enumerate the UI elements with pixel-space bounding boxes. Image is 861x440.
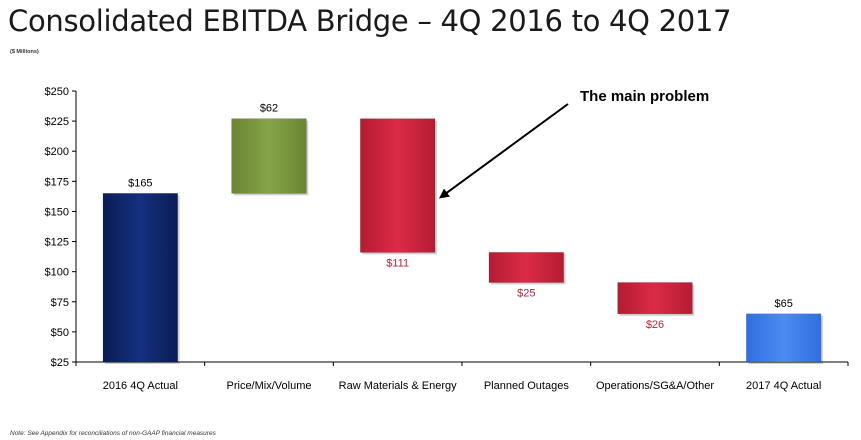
y-tick-label: $200 — [45, 146, 69, 158]
data-label: $26 — [646, 319, 664, 331]
data-label: $62 — [260, 103, 278, 115]
page-title: Consolidated EBITDA Bridge – 4Q 2016 to … — [8, 4, 732, 38]
x-category-label: 2017 4Q Actual — [746, 380, 821, 392]
data-label: $165 — [128, 177, 152, 189]
y-tick-label: $100 — [45, 267, 69, 279]
bars — [102, 118, 823, 364]
data-label: $111 — [386, 257, 409, 269]
annotation-text: The main problem — [580, 88, 709, 105]
bar-5 — [617, 282, 693, 315]
y-tick-label: $50 — [51, 327, 69, 339]
y-tick-label: $175 — [45, 176, 69, 188]
x-category-label: Price/Mix/Volume — [227, 380, 312, 392]
y-tick-label: $225 — [45, 116, 69, 128]
y-tick-label: $125 — [45, 237, 69, 249]
footnote: Note: See Appendix for reconciliations o… — [10, 430, 216, 437]
x-category-label: 2016 4Q Actual — [103, 380, 178, 392]
y-tick-label: $75 — [51, 297, 69, 309]
bar-6 — [746, 313, 822, 363]
bar-4 — [488, 252, 564, 283]
bar-1 — [102, 193, 178, 363]
y-tick-label: $150 — [45, 206, 69, 218]
units-label: ($ Millions) — [10, 49, 39, 55]
annotation-arrow — [438, 103, 569, 199]
data-label: $65 — [774, 298, 792, 310]
data-label: $25 — [517, 288, 535, 300]
x-category-label: Operations/SG&A/Other — [596, 380, 714, 392]
x-category-label: Planned Outages — [484, 380, 570, 392]
bar-2 — [231, 118, 307, 194]
x-category-label: Raw Materials & Energy — [339, 380, 457, 392]
annotation: The main problem — [438, 88, 709, 199]
data-labels: $165 $62 $111 $25 $26 $65 — [128, 103, 793, 331]
bar-3 — [360, 118, 436, 253]
y-tick-label: $25 — [51, 357, 69, 369]
axes: $25 $50 $75 $100 $125 $150 $175 $200 $225 $250 201… — [45, 86, 849, 392]
y-tick-label: $250 — [45, 86, 69, 98]
